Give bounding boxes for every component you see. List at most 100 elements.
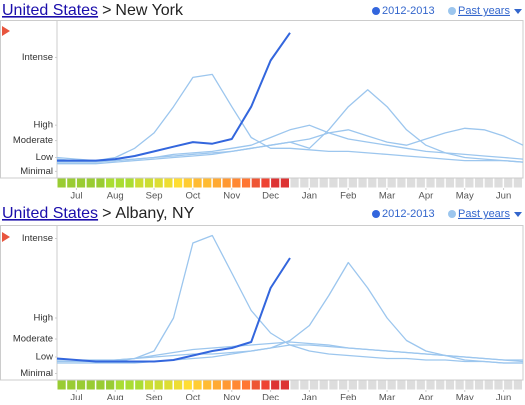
- week-box: [271, 380, 280, 390]
- place-title: Albany, NY: [115, 205, 194, 222]
- week-box: [484, 178, 493, 188]
- week-box: [67, 178, 76, 188]
- week-box: [115, 380, 124, 390]
- x-tick-label: May: [456, 393, 474, 400]
- x-tick-label: Sep: [146, 191, 163, 202]
- week-box: [494, 380, 503, 390]
- legend-dot: [372, 7, 380, 15]
- week-box: [57, 178, 66, 188]
- x-tick-label: Dec: [262, 393, 279, 400]
- chart-frame: [0, 225, 524, 381]
- week-box: [387, 178, 396, 188]
- week-box: [465, 380, 474, 390]
- x-tick-label: Oct: [186, 393, 201, 400]
- week-box: [222, 178, 231, 188]
- y-tick-label: High: [33, 313, 53, 324]
- separator: >: [102, 2, 111, 19]
- week-box: [86, 178, 95, 188]
- past-year-line: [57, 341, 524, 363]
- chart: United States > New York 2012-2013 Past year…: [0, 2, 524, 202]
- region-link[interactable]: United States: [2, 2, 98, 19]
- week-box: [348, 178, 357, 188]
- x-tick-label: Mar: [379, 393, 395, 400]
- week-box: [416, 178, 425, 188]
- week-box: [86, 380, 95, 390]
- y-tick-label: Minimal: [20, 368, 53, 379]
- legend-label[interactable]: Past years: [458, 208, 510, 220]
- x-tick-label: Apr: [419, 191, 434, 202]
- week-box: [290, 178, 299, 188]
- week-box: [96, 178, 105, 188]
- separator: >: [102, 205, 111, 222]
- past-year-line: [56, 73, 524, 163]
- week-box: [212, 178, 222, 188]
- week-box: [339, 178, 348, 188]
- week-box: [445, 178, 455, 188]
- week-box: [484, 380, 493, 390]
- week-box: [203, 178, 212, 188]
- x-tick-label: Oct: [186, 191, 201, 202]
- y-tick-label: Intense: [22, 52, 53, 63]
- week-box: [436, 380, 445, 390]
- legend-dot: [448, 7, 456, 15]
- week-box: [106, 380, 115, 390]
- week-box: [57, 380, 66, 390]
- week-box: [309, 380, 319, 390]
- week-box: [319, 178, 328, 188]
- y-tick-label: Intense: [22, 233, 53, 244]
- legend-dot: [448, 210, 456, 218]
- y-tick-label: High: [33, 120, 53, 131]
- week-box: [106, 178, 115, 188]
- place-title: New York: [115, 2, 184, 19]
- week-box: [280, 380, 289, 390]
- x-tick-label: Jun: [496, 393, 511, 400]
- dropdown-arrow[interactable]: [514, 212, 522, 217]
- current-line: [57, 32, 291, 162]
- week-box: [261, 380, 270, 390]
- x-tick-label: Nov: [223, 393, 240, 400]
- x-tick-label: Jan: [302, 393, 317, 400]
- week-box: [241, 380, 251, 390]
- week-box: [76, 178, 86, 188]
- flag: [2, 232, 10, 242]
- week-box: [455, 380, 464, 390]
- week-box: [135, 178, 144, 188]
- week-box: [407, 380, 416, 390]
- week-box: [174, 178, 183, 188]
- week-box: [368, 178, 377, 188]
- week-box: [309, 178, 319, 188]
- week-box: [183, 178, 192, 188]
- legend-label[interactable]: Past years: [458, 5, 510, 17]
- dropdown-arrow[interactable]: [514, 9, 522, 14]
- week-box: [397, 380, 406, 390]
- week-box: [125, 380, 134, 390]
- week-box: [164, 178, 173, 188]
- week-box: [436, 178, 445, 188]
- x-tick-label: Jul: [70, 191, 82, 202]
- week-box: [203, 380, 212, 390]
- flag: [2, 26, 10, 36]
- region-link[interactable]: United States: [2, 205, 98, 222]
- week-box: [174, 380, 183, 390]
- week-box: [300, 178, 309, 188]
- chart: United States > Albany, NY 2012-2013 Past ye…: [0, 205, 524, 404]
- week-box: [465, 178, 474, 188]
- week-box: [339, 380, 348, 390]
- week-box: [67, 380, 76, 390]
- y-tick-label: Low: [36, 152, 54, 163]
- y-tick-label: Low: [36, 352, 54, 363]
- week-box: [76, 380, 86, 390]
- y-tick-label: Moderate: [13, 334, 53, 345]
- y-tick-label: Minimal: [20, 166, 53, 177]
- week-box: [135, 380, 144, 390]
- week-box: [222, 380, 231, 390]
- week-box: [251, 178, 260, 188]
- week-box: [504, 380, 513, 390]
- week-box: [125, 178, 134, 188]
- header: United States > New York: [2, 2, 184, 19]
- x-tick-label: Sep: [146, 393, 163, 400]
- week-box: [407, 178, 416, 188]
- week-box: [164, 380, 173, 390]
- week-box: [513, 380, 522, 390]
